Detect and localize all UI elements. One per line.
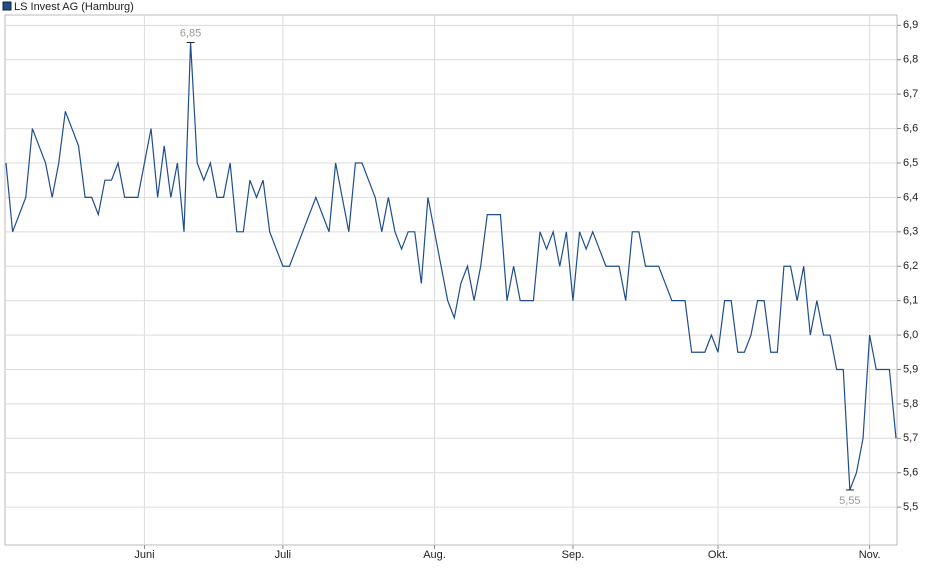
- y-tick-label: 5,8: [903, 398, 918, 410]
- x-tick-label: Juni: [134, 549, 154, 561]
- y-tick-label: 6,4: [903, 191, 918, 203]
- y-tick-label: 5,5: [903, 501, 918, 513]
- plot-area: [4, 14, 898, 546]
- y-tick-label: 6,2: [903, 260, 918, 272]
- x-tick-label: Aug.: [423, 549, 446, 561]
- y-tick-label: 6,8: [903, 54, 918, 66]
- y-tick-label: 6,3: [903, 226, 918, 238]
- y-tick-label: 6,1: [903, 295, 918, 307]
- y-tick-label: 6,0: [903, 329, 918, 341]
- value-label: 6,85: [180, 27, 201, 39]
- y-tick-label: 6,9: [903, 19, 918, 31]
- x-tick-label: Okt.: [708, 549, 728, 561]
- y-tick-label: 5,7: [903, 432, 918, 444]
- y-tick-label: 5,6: [903, 467, 918, 479]
- value-label: 5,55: [839, 495, 860, 507]
- legend-swatch: [2, 1, 12, 11]
- y-tick-label: 6,7: [903, 88, 918, 100]
- x-tick-label: Sep.: [562, 549, 585, 561]
- x-tick-label: Nov.: [859, 549, 881, 561]
- y-tick-label: 6,6: [903, 122, 918, 134]
- price-line: [5, 42, 897, 491]
- x-tick-label: Juli: [275, 549, 292, 561]
- y-tick-label: 6,5: [903, 157, 918, 169]
- legend-label: LS Invest AG (Hamburg): [14, 1, 134, 13]
- y-tick-label: 5,9: [903, 363, 918, 375]
